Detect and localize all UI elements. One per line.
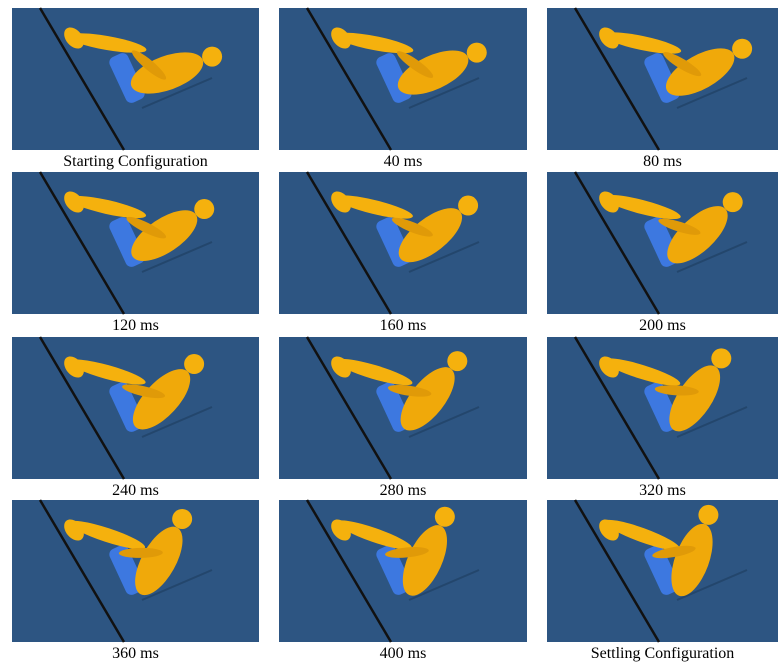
panel: 80 ms [547, 8, 778, 170]
caption: 320 ms [639, 482, 686, 499]
head [172, 509, 192, 529]
panel: 400 ms [279, 500, 527, 662]
head [732, 39, 752, 59]
caption: 200 ms [639, 317, 686, 334]
head [723, 192, 743, 212]
panel: 320 ms [547, 337, 778, 499]
panel: 200 ms [547, 172, 778, 334]
head [447, 351, 467, 371]
head [711, 348, 731, 368]
caption: 40 ms [384, 153, 423, 170]
caption: 280 ms [380, 482, 427, 499]
head [194, 199, 214, 219]
panel: Starting Configuration [12, 8, 259, 170]
head [202, 47, 222, 67]
head [184, 354, 204, 374]
caption: 120 ms [112, 317, 159, 334]
panel: 160 ms [279, 172, 527, 334]
caption: Starting Configuration [63, 153, 207, 170]
head [435, 507, 455, 527]
caption: 400 ms [380, 645, 427, 662]
head [458, 196, 478, 216]
caption: 360 ms [112, 645, 159, 662]
caption: 80 ms [643, 153, 682, 170]
head [467, 43, 487, 63]
panel: Settling Configuration [547, 500, 778, 662]
caption: Settling Configuration [591, 645, 735, 662]
figure: Starting Configuration 40 ms 80 ms 120 ms 16… [0, 0, 781, 664]
panel: 280 ms [279, 337, 527, 499]
caption: 160 ms [380, 317, 427, 334]
panel: 360 ms [12, 500, 259, 662]
panel: 240 ms [12, 337, 259, 499]
panel: 40 ms [279, 8, 527, 170]
panel: 120 ms [12, 172, 259, 334]
caption: 240 ms [112, 482, 159, 499]
head [698, 505, 718, 525]
